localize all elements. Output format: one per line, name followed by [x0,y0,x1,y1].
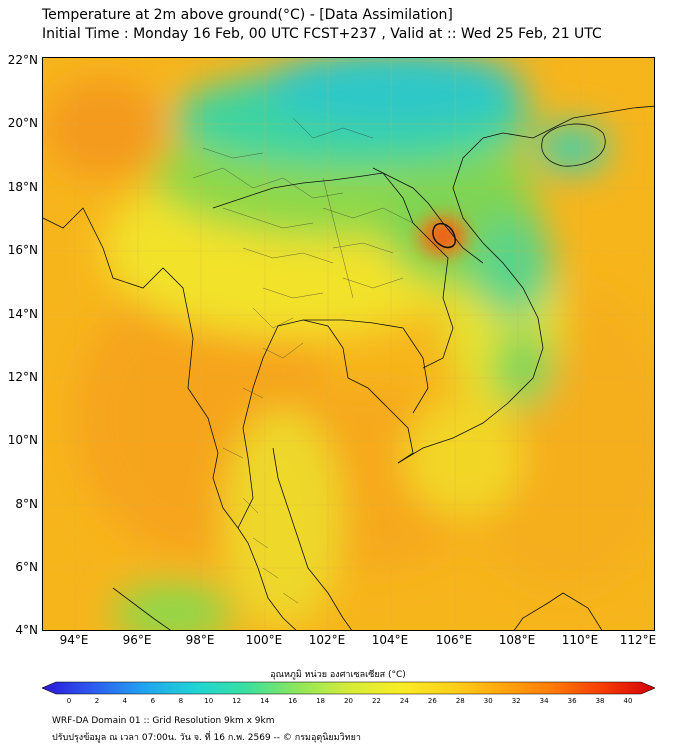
colorbar-tick-label: 22 [371,697,381,705]
field-teal-coast [473,218,553,318]
colorbar-tick-label: 24 [399,697,409,705]
lon-label: 96°E [122,633,152,647]
colorbar-tick-label: 10 [204,697,214,705]
colorbar-tick-label: 36 [567,697,577,705]
temperature-map [42,57,655,631]
colorbar-tick-label: 16 [288,697,298,705]
footer-domain: WRF-DA Domain 01 :: Grid Resolution 9km … [52,716,275,726]
provinces-south [242,497,299,604]
field-green-gulf-e [493,328,553,408]
colorbar-tick-label: 28 [455,697,465,705]
colorbar-tick-label: 0 [66,697,72,705]
footer-update: ปรับปรุงข้อมูล ณ เวลา 07:00น. วัน จ. ที่… [52,733,361,743]
coastline-china-south [482,105,654,139]
lon-label: 112°E [619,633,657,647]
sumatra-coast [112,587,171,630]
field-green-south [113,583,233,630]
borneo-coast [513,592,603,630]
colorbar-tick-label: 12 [232,697,242,705]
colorbar-tick-label: 4 [122,697,128,705]
lat-label: 6°N [15,560,38,574]
coastline-thai-gulf [237,319,414,529]
lat-label: 12°N [7,370,38,384]
field-warm-west [43,78,163,178]
colorbar-tick-label: 18 [316,697,326,705]
colorbar-tick-label: 32 [511,697,521,705]
coastline-myanmar-west [43,207,239,529]
colorbar-tick-label: 20 [344,697,353,705]
lon-label: 110°E [561,633,599,647]
coastline-peninsula-east [272,447,353,630]
lat-label: 18°N [7,180,38,194]
colorbar-tick-label: 2 [94,697,100,705]
colorbar-title: อุณหภูมิ หน่วย องศาเซลเซียส (°C) [270,670,406,680]
colorbar-tick-label: 30 [483,697,493,705]
colorbar [42,681,655,695]
lat-label: 22°N [7,53,38,67]
field-teal-hainan [538,123,608,173]
border-thai-laos [212,172,454,369]
provinces-isan [322,177,414,299]
coastline-vietnam [397,137,544,464]
lon-label: 98°E [185,633,215,647]
map-title: Temperature at 2m above ground(°C) - [Da… [42,7,453,23]
colorbar-ramp [42,681,655,695]
coastline-peninsula [237,527,297,630]
colorbar-tick-label: 34 [539,697,549,705]
field-hot-halo [415,212,471,260]
colorbar-tick-label: 26 [427,697,437,705]
border-laos-vietnam [372,167,484,264]
lon-label: 104°E [371,633,409,647]
contour-36c [432,222,456,249]
lat-label: 4°N [15,623,38,637]
lon-label: 102°E [308,633,346,647]
lon-label: 106°E [435,633,473,647]
lon-label: 108°E [498,633,536,647]
lat-label: 8°N [15,497,38,511]
hainan-island [541,123,606,167]
lat-label: 14°N [7,307,38,321]
colorbar-tick-label: 40 [623,697,633,705]
lon-label: 100°E [245,633,283,647]
map-subtitle: Initial Time : Monday 16 Feb, 00 UTC FCS… [42,26,602,42]
lat-label: 20°N [7,116,38,130]
provinces-central [222,307,304,459]
colorbar-tick-label: 6 [150,697,156,705]
field-yellow-south [223,408,343,628]
lon-label: 94°E [59,633,89,647]
colorbar-tick-label: 8 [178,697,184,705]
lat-label: 16°N [7,243,38,257]
lat-label: 10°N [7,433,38,447]
border-thai-cambodia [303,319,429,414]
field-yellow-e2 [403,398,523,518]
colorbar-tick-label: 38 [595,697,605,705]
colorbar-tick-label: 14 [260,697,270,705]
provinces-north [192,117,374,299]
